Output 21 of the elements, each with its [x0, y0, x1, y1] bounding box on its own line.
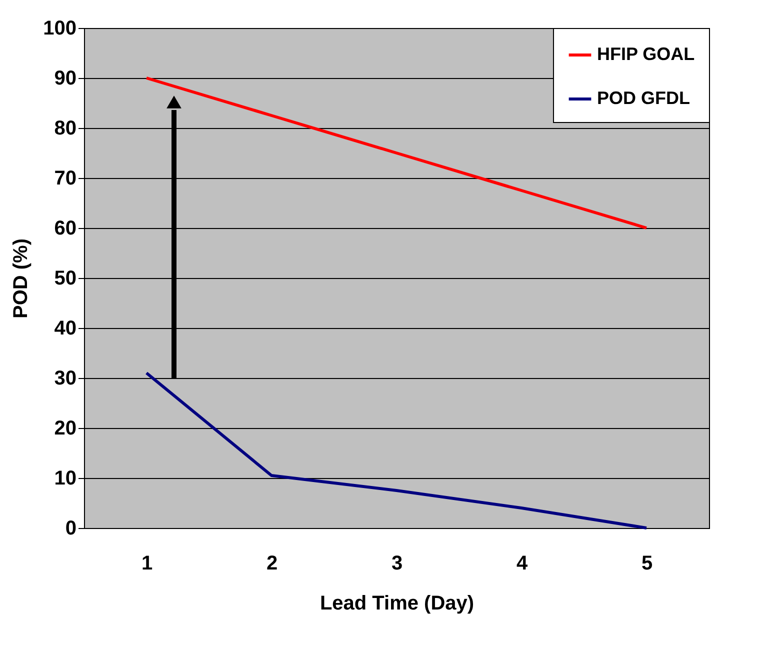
y-tick-label: 20 [54, 418, 76, 440]
y-tick-label: 30 [54, 368, 76, 390]
y-tick-label: 0 [65, 518, 76, 540]
y-tick-label: 80 [54, 118, 76, 140]
y-tick-label: 50 [54, 268, 76, 290]
y-tick-label: 60 [54, 218, 76, 240]
x-tick-label: 5 [641, 552, 653, 574]
y-tick-label: 40 [54, 318, 76, 340]
x-tick-label: 3 [391, 552, 403, 574]
y-axis-title: POD (%) [10, 238, 32, 318]
y-tick-label: 100 [43, 18, 76, 40]
legend-label: POD GFDL [597, 88, 690, 108]
x-axis-title: Lead Time (Day) [320, 592, 474, 614]
line-series [145, 372, 648, 530]
y-tick-label: 10 [54, 468, 76, 490]
y-tick-label: 90 [54, 68, 76, 90]
x-tick-label: 4 [516, 552, 528, 574]
x-tick-label: 2 [266, 552, 278, 574]
y-tick-label: 70 [54, 168, 76, 190]
legend-label: HFIP GOAL [597, 44, 695, 64]
x-tick-label: 1 [141, 552, 153, 574]
